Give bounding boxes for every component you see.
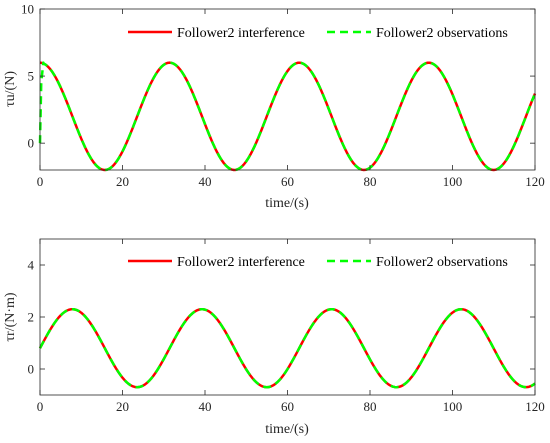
x-tick-label: 40: [199, 174, 212, 189]
x-tick-label: 100: [443, 399, 463, 414]
subplot-tau-u: 0 20 40 60 80 100 120 0 5 10 time/(s) τu/(N) Foll…: [3, 2, 545, 212]
y-tick-label: 4: [28, 258, 35, 273]
legend-label-observations-2: Follower2 observations: [376, 255, 508, 270]
series-line-observations: [38, 61, 536, 172]
y-tick-label: 5: [28, 69, 35, 84]
legend-box-1: [122, 16, 529, 48]
legend-2: Follower2 interference Follower2 observa…: [122, 245, 529, 277]
x-tick-label: 80: [364, 174, 377, 189]
y-tick-label: 10: [21, 2, 34, 17]
ticks-2: 0 20 40 60 80 100 120 0 2 4: [28, 239, 545, 414]
x-tick-label: 60: [281, 174, 294, 189]
series-lines-1: [38, 61, 537, 172]
y-tick-label: 2: [28, 310, 35, 325]
x-tick-label: 80: [364, 399, 377, 414]
legend-1: Follower2 interference Follower2 observa…: [122, 16, 529, 48]
series-line-observations: [38, 307, 536, 389]
x-tick-label: 120: [525, 174, 545, 189]
x-tick-label: 40: [199, 399, 212, 414]
y-axis-label-1: τu/(N): [3, 71, 18, 107]
legend-label-observations-1: Follower2 observations: [376, 26, 508, 41]
x-tick-label: 120: [525, 399, 545, 414]
y-tick-label: 0: [28, 362, 35, 377]
x-axis-label-1: time/(s): [265, 196, 309, 211]
y-axis-label-2: τr/(N·m): [3, 292, 18, 342]
y-tick-label: 0: [28, 136, 35, 151]
x-tick-label: 0: [37, 174, 44, 189]
legend-label-interference-2: Follower2 interference: [177, 255, 305, 270]
ticks-1: 0 20 40 60 80 100 120 0 5 10: [21, 2, 545, 190]
x-axis-label-2: time/(s): [265, 422, 309, 437]
x-tick-label: 20: [116, 174, 129, 189]
legend-box-2: [122, 245, 529, 277]
legend-label-interference-1: Follower2 interference: [177, 26, 305, 41]
x-tick-label: 0: [37, 399, 44, 414]
series-lines-2: [38, 307, 536, 389]
x-tick-label: 20: [116, 399, 129, 414]
subplot-tau-r: 0 20 40 60 80 100 120 0 2 4 time/(s) τr/(N·m) Fol…: [3, 238, 545, 437]
x-tick-label: 60: [281, 399, 294, 414]
x-tick-label: 100: [443, 174, 463, 189]
